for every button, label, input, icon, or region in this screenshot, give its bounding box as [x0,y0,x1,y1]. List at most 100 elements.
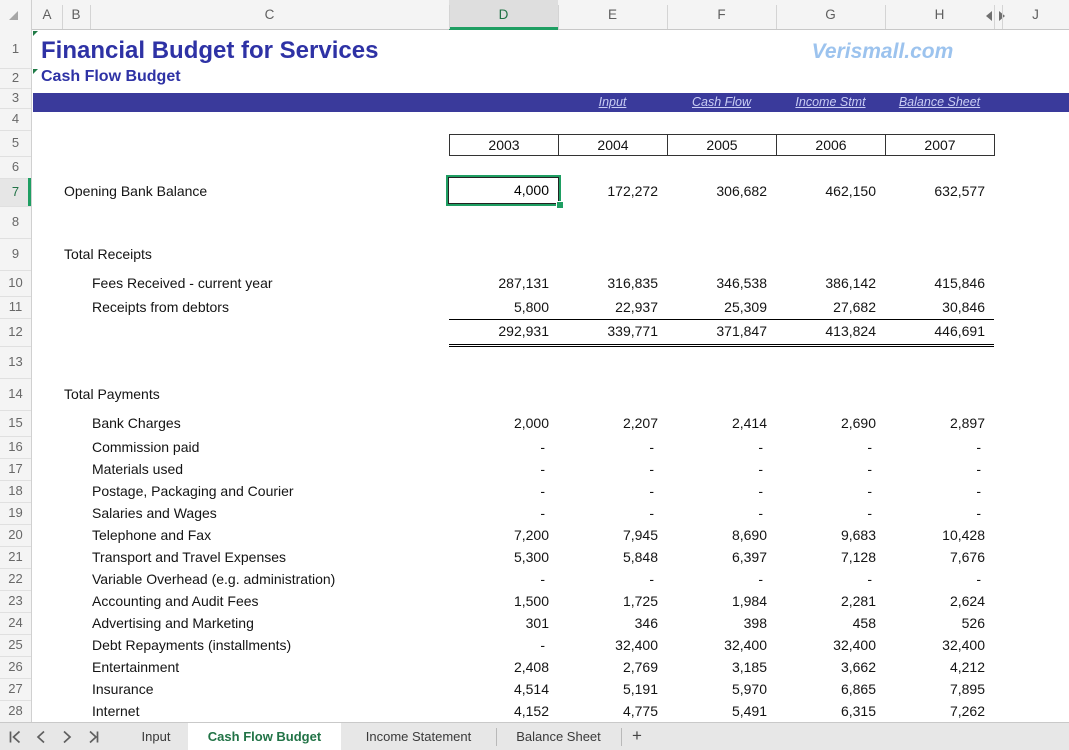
row-label[interactable]: Accounting and Audit Fees [92,593,259,609]
row-header-11[interactable]: 11 [8,299,23,314]
row-header-8[interactable]: 8 [11,214,20,229]
value-cell[interactable]: 5,848 [622,549,658,565]
row-label[interactable]: Salaries and Wages [92,505,217,521]
value-cell[interactable]: 6,865 [840,681,876,697]
row-header-17[interactable]: 17 [8,461,23,476]
row-label[interactable]: Advertising and Marketing [92,615,254,631]
selected-cell-D7[interactable]: 4,000 [446,175,564,209]
value-cell[interactable]: 7,945 [622,527,658,543]
value-cell[interactable]: - [540,483,545,499]
value-cell[interactable]: 1,725 [622,593,658,609]
value-cell[interactable]: 316,835 [607,275,658,291]
row-header-5[interactable]: 5 [11,135,20,150]
row-header-15[interactable]: 15 [8,415,23,430]
row-header-6[interactable]: 6 [11,159,20,174]
value-cell[interactable]: 2,414 [731,415,767,431]
value-cell[interactable]: - [649,505,654,521]
value-cell[interactable]: - [976,439,981,455]
value-cell[interactable]: 6,397 [731,549,767,565]
section-header-receipts[interactable]: Total Receipts [64,246,152,262]
value-cell[interactable]: 2,690 [840,415,876,431]
row-header-27[interactable]: 27 [8,681,23,696]
value-cell[interactable]: - [758,505,763,521]
value-cell[interactable]: - [976,461,981,477]
row-header-12[interactable]: 12 [8,324,23,339]
value-cell[interactable]: - [540,637,545,653]
column-header-F[interactable]: F [717,7,726,22]
value-cell[interactable]: - [758,571,763,587]
value-cell[interactable]: 25,309 [724,299,767,315]
row-label[interactable]: Debt Repayments (installments) [92,637,292,653]
value-cell[interactable]: 301 [525,615,549,631]
year-header-2004[interactable]: 2004 [558,134,668,156]
value-cell[interactable]: 5,800 [513,299,549,315]
totals-cell[interactable]: 446,691 [934,323,985,339]
row-label[interactable]: Transport and Travel Expenses [92,549,287,565]
row-header-7[interactable]: 7 [0,178,31,206]
value-cell[interactable]: 346,538 [716,275,767,291]
value-cell[interactable]: 5,970 [731,681,767,697]
year-header-2003[interactable]: 2003 [449,134,559,156]
value-cell[interactable]: 32,400 [833,637,876,653]
row-header-19[interactable]: 19 [8,505,23,520]
value-cell[interactable]: 4,152 [513,703,549,719]
value-cell[interactable]: 7,128 [840,549,876,565]
sheet-tab-cash-flow-budget[interactable]: Cash Flow Budget [188,723,341,750]
value-cell[interactable]: - [540,461,545,477]
value-cell[interactable]: - [976,571,981,587]
value-cell[interactable]: 2,897 [949,415,985,431]
value-cell[interactable]: 3,662 [840,659,876,675]
value-cell[interactable]: 526 [961,615,985,631]
value-cell[interactable]: - [867,571,872,587]
next-sheet-icon[interactable] [58,728,76,746]
value-cell[interactable]: 462,150 [825,183,876,199]
row-header-2[interactable]: 2 [11,70,20,85]
column-header-H[interactable]: H [934,7,945,22]
row-header-9[interactable]: 9 [11,246,20,261]
totals-cell[interactable]: 371,847 [716,323,767,339]
value-cell[interactable]: 2,207 [622,415,658,431]
value-cell[interactable]: 386,142 [825,275,876,291]
row-header-20[interactable]: 20 [8,527,23,542]
column-header-A[interactable]: A [42,7,52,22]
fill-handle[interactable] [556,201,564,209]
value-cell[interactable]: 4,514 [513,681,549,697]
value-cell[interactable]: 632,577 [934,183,985,199]
value-cell[interactable]: 22,937 [615,299,658,315]
row-header-4[interactable]: 4 [11,111,20,126]
year-header-2007[interactable]: 2007 [885,134,995,156]
nav-link-input[interactable]: Input [598,95,627,109]
value-cell[interactable]: 3,185 [731,659,767,675]
value-cell[interactable]: 415,846 [934,275,985,291]
value-cell[interactable]: - [758,439,763,455]
section-header-payments[interactable]: Total Payments [64,386,160,402]
row-label[interactable]: Telephone and Fax [92,527,212,543]
row-label[interactable]: Fees Received - current year [92,275,273,291]
row-header-18[interactable]: 18 [8,483,23,498]
column-header-G[interactable]: G [825,7,836,22]
row-header-28[interactable]: 28 [8,703,23,718]
column-header-E[interactable]: E [607,7,617,22]
add-sheet-button[interactable]: + [632,726,642,745]
totals-cell[interactable]: 292,931 [498,323,549,339]
totals-cell[interactable]: 413,824 [825,323,876,339]
previous-sheet-icon[interactable] [32,728,50,746]
value-cell[interactable]: - [540,439,545,455]
value-cell[interactable]: - [867,439,872,455]
value-cell[interactable]: - [649,461,654,477]
value-cell[interactable]: 7,262 [949,703,985,719]
value-cell[interactable]: 4,212 [949,659,985,675]
row-label[interactable]: Commission paid [92,439,200,455]
value-cell[interactable]: 32,400 [615,637,658,653]
row-label[interactable]: Postage, Packaging and Courier [92,483,294,499]
row-label[interactable]: Insurance [92,681,154,697]
last-sheet-icon[interactable] [84,728,102,746]
value-cell[interactable]: - [649,483,654,499]
value-cell[interactable]: 2,281 [840,593,876,609]
value-cell[interactable]: 9,683 [840,527,876,543]
value-cell[interactable]: 7,895 [949,681,985,697]
row-header-26[interactable]: 26 [8,659,23,674]
sheet-tab-balance-sheet[interactable]: Balance Sheet [516,729,601,744]
row-header-16[interactable]: 16 [8,439,23,454]
row-header-22[interactable]: 22 [8,571,23,586]
